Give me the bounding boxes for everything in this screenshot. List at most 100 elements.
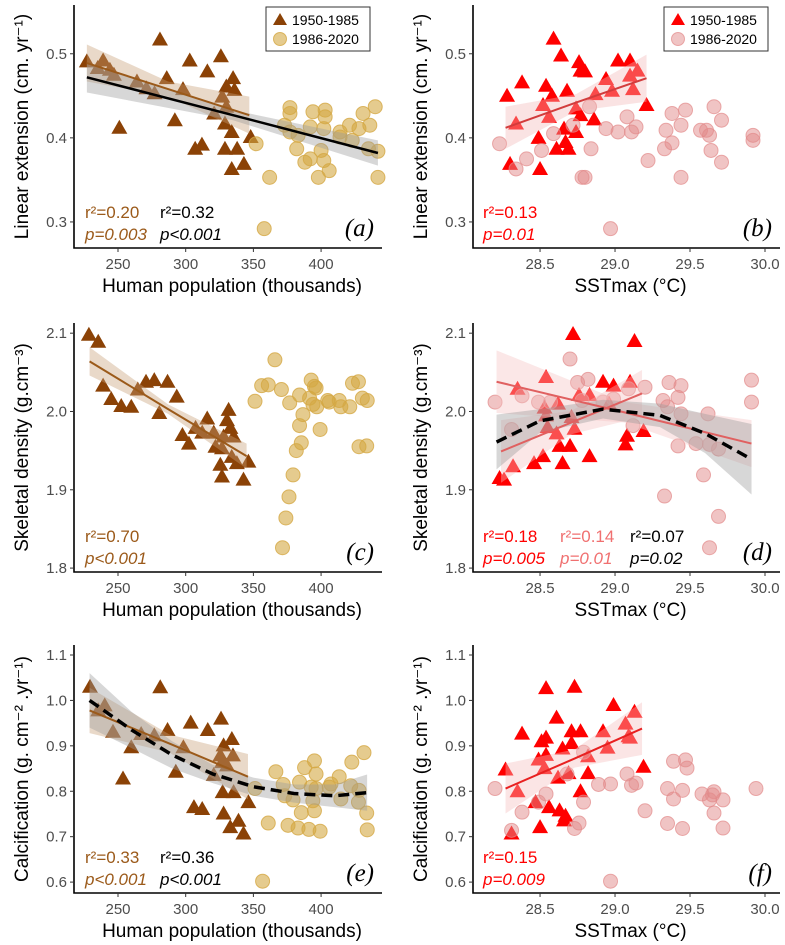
triangle-point [214,784,231,799]
triangle-point [113,398,130,412]
circle-point [703,142,719,158]
triangle-point [213,468,230,483]
x-tick-label: 28.5 [525,580,554,597]
y-tick-label: 1.0 [46,692,67,709]
triangle-point [90,333,107,348]
circle-point [268,764,284,780]
triangle-point [218,757,235,772]
y-tick-label: 0.3 [445,214,466,231]
triangle-point [572,783,589,798]
series-1950-1985 [499,30,655,175]
triangle-point [151,31,168,46]
axis-lines [472,323,780,573]
circle-point [487,394,503,410]
p-value-label: p=0.01 [482,225,535,244]
circle-point [640,153,656,169]
circle-point [711,508,727,524]
y-axis-title: Linear extension (cm. yr⁻¹) [411,14,432,239]
axis-lines [73,645,382,894]
triangle-point [80,326,97,341]
circle-point [580,371,596,387]
triangle-point [199,721,216,736]
triangle-point [222,819,239,834]
x-tick-label: 29.0 [600,901,629,918]
triangle-point [133,726,150,741]
triangle-point [548,140,565,155]
triangle-point [95,377,112,392]
circle-point [673,117,689,133]
fit-line [505,77,647,129]
circle-point [370,169,386,185]
triangle-point [123,739,140,754]
series-1986-2020 [487,351,760,556]
triangle-point [103,390,120,405]
y-tick-label: 0.8 [46,783,67,800]
triangle-point [629,62,646,77]
triangle-point [572,107,589,122]
triangle-point [225,784,242,799]
circle-point [350,374,366,390]
x-tick-label: 300 [173,256,198,273]
triangle-point [213,710,230,725]
triangle-point [215,737,232,752]
axis-lines [73,323,382,573]
circle-point [546,126,562,142]
triangle-point [541,799,558,814]
circle-point [308,380,324,396]
y-tick-label: 0.6 [445,874,466,891]
circle-point [306,753,322,769]
triangle-point [535,97,552,112]
circle-point [658,122,674,138]
triangle-point [223,123,240,138]
circle-point [702,127,718,143]
x-tick-label: 30.0 [750,256,779,273]
circle-point [293,435,309,451]
r-squared-label: r²=0.07 [630,527,684,546]
legend-circle-icon [671,32,685,46]
p-value-label: p<0.001 [84,549,147,568]
panel-a: 0.3 0.4 0.5 250 300 350 400 Human population (t… [12,5,386,297]
fit-line [505,727,643,790]
circle-point [260,377,276,393]
triangle-point [545,30,562,45]
fit-line [89,709,249,778]
triangle-point [550,769,567,784]
triangle-point [548,425,565,440]
triangle-point [174,426,191,441]
triangle-point [180,435,197,450]
triangle-point [535,448,552,463]
triangle-point [182,714,199,729]
triangle-point [538,77,555,92]
x-tick-label: 400 [309,256,334,273]
circle-point [715,820,731,836]
triangle-point [128,73,145,88]
panel-d: 1.8 1.9 2.0 2.1 28.5 29.0 29.5 30.0 SSTmax (°C) S… [411,323,780,621]
y-tick-label: 2.0 [46,403,67,420]
triangle-point [577,63,594,78]
p-value-label: p<0.001 [159,870,222,889]
circle-point [312,421,328,437]
series-1950-1985 [78,31,259,175]
circle-point [673,406,689,422]
r-squared-label: r²=0.32 [160,203,214,222]
triangle-point [598,70,615,85]
circle-point [675,821,691,837]
triangle-point [605,696,622,711]
r-squared-label: r²=0.70 [85,527,139,546]
triangle-point [499,87,516,102]
triangle-point [532,819,549,834]
circle-point [577,169,593,185]
circle-point [625,418,641,434]
circle-point [359,393,375,409]
triangle-point [199,410,216,425]
circle-point [675,782,691,798]
y-tick-label: 0.5 [46,46,67,63]
circle-point [256,221,272,237]
r-squared-label: r²=0.18 [483,527,537,546]
triangle-point [240,794,257,809]
confidence-band [496,350,752,468]
panel-label: (c) [346,539,374,566]
triangle-point [626,703,643,718]
triangle-point [538,729,555,744]
legend-label: 1950-1985 [690,12,757,28]
